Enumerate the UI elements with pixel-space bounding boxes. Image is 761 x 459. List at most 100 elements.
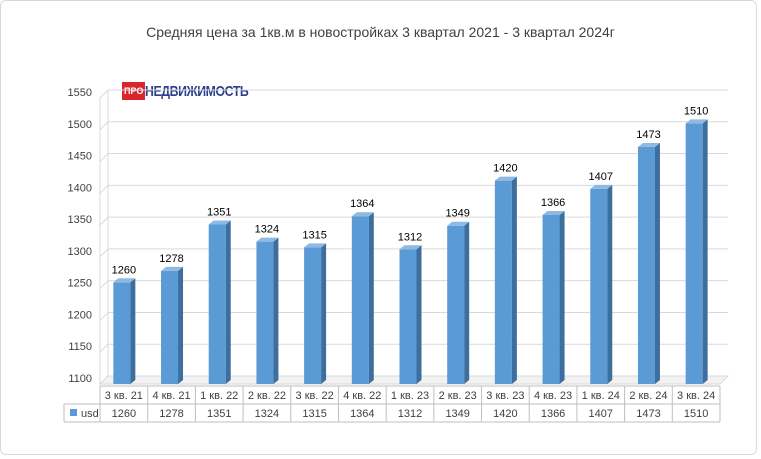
gridline [99,184,728,194]
data-label: 1364 [350,198,374,210]
bar-top [542,210,565,215]
data-label: 1278 [159,253,183,265]
bar-front [685,123,703,384]
bar-top [685,119,708,124]
bar-top [637,142,660,147]
bar-front [399,249,417,384]
bar [542,210,565,384]
bar [161,266,184,384]
data-label: 1324 [255,224,279,236]
category-label: 4 кв. 23 [534,390,572,402]
bar-front [113,282,131,384]
chart-title: Средняя цена за 1кв.м в новостройках 3 к… [146,24,615,40]
bar [351,212,374,384]
y-tick-label: 1400 [68,182,92,194]
table-value: 1324 [255,408,279,420]
table-value: 1364 [350,408,374,420]
bar-front [256,241,274,384]
bar-side [511,176,517,384]
category-label: 3 кв. 24 [677,390,715,402]
table-value: 1366 [541,408,565,420]
bar-side [368,212,374,384]
category-label: 3 кв. 22 [296,390,334,402]
table-value: 1473 [636,408,660,420]
bar-side [607,184,613,384]
bar-front [494,180,512,384]
category-label: 2 кв. 23 [439,390,477,402]
bar [685,119,708,384]
bar-side [654,142,660,384]
table-value: 1312 [398,408,422,420]
category-label: 3 кв. 21 [105,390,143,402]
data-label: 1510 [684,105,708,117]
bar-top [113,278,136,283]
y-tick-label: 1250 [68,278,92,290]
bar-top [208,220,231,225]
bar-top [447,221,470,226]
data-label: 1351 [207,206,231,218]
data-label: 1366 [541,197,565,209]
category-label: 3 кв. 23 [486,390,524,402]
bar-front [542,214,560,384]
bar [494,176,517,384]
bar-side [464,221,470,384]
table-value: 1260 [112,408,136,420]
logo-name: НЕДВИЖИМОСТЬ [145,82,249,100]
y-tick-label: 1300 [68,246,92,258]
data-label: 1349 [445,208,469,220]
logo-badge: ПРО [122,82,146,100]
table-value: 1315 [302,408,326,420]
category-label: 4 кв. 22 [343,390,381,402]
logo: ПРО НЕДВИЖИМОСТЬ [122,82,271,100]
bar-top [494,176,517,181]
bar-top [304,243,327,248]
bar [637,142,660,384]
category-label: 1 кв. 23 [391,390,429,402]
bar-side [416,245,422,384]
bar-front [351,216,369,384]
y-tick-label: 1550 [68,87,92,99]
gridline [99,121,728,131]
y-tick-label: 1100 [68,373,92,385]
gridline [99,89,728,99]
bar [304,243,327,384]
table-value: 1420 [493,408,517,420]
table-value: 1278 [159,408,183,420]
bar-side [559,210,565,384]
bar [113,278,136,384]
data-label: 1407 [589,171,613,183]
bar [447,221,470,384]
data-label: 1473 [636,129,660,141]
bar-side [225,220,231,384]
y-tick-label: 1350 [68,214,92,226]
y-tick-label: 1500 [68,119,92,131]
y-tick-label: 1450 [68,151,92,163]
bar [399,245,422,384]
category-label: 4 кв. 21 [152,390,190,402]
bar-side [321,243,327,384]
bar-front [637,146,655,384]
bar-front [590,188,608,384]
data-label: 1315 [302,229,326,241]
category-label: 2 кв. 22 [248,390,286,402]
data-label: 1312 [398,231,422,243]
bar [208,220,231,384]
bar-top [590,184,613,189]
bar-top [351,212,374,217]
gridline [99,153,728,162]
bar-top [256,237,279,242]
legend-label: usd [81,408,99,420]
category-label: 1 кв. 22 [200,390,238,402]
bar-front [161,270,179,384]
table-value: 1351 [207,408,231,420]
category-label: 1 кв. 24 [582,390,620,402]
table-value: 1510 [684,408,708,420]
y-tick-label: 1150 [68,341,92,353]
table-value: 1407 [589,408,613,420]
bar-side [178,266,184,384]
gridline [99,216,728,226]
bar-front [304,247,322,384]
bar-side [273,237,279,384]
bar-front [208,224,226,384]
